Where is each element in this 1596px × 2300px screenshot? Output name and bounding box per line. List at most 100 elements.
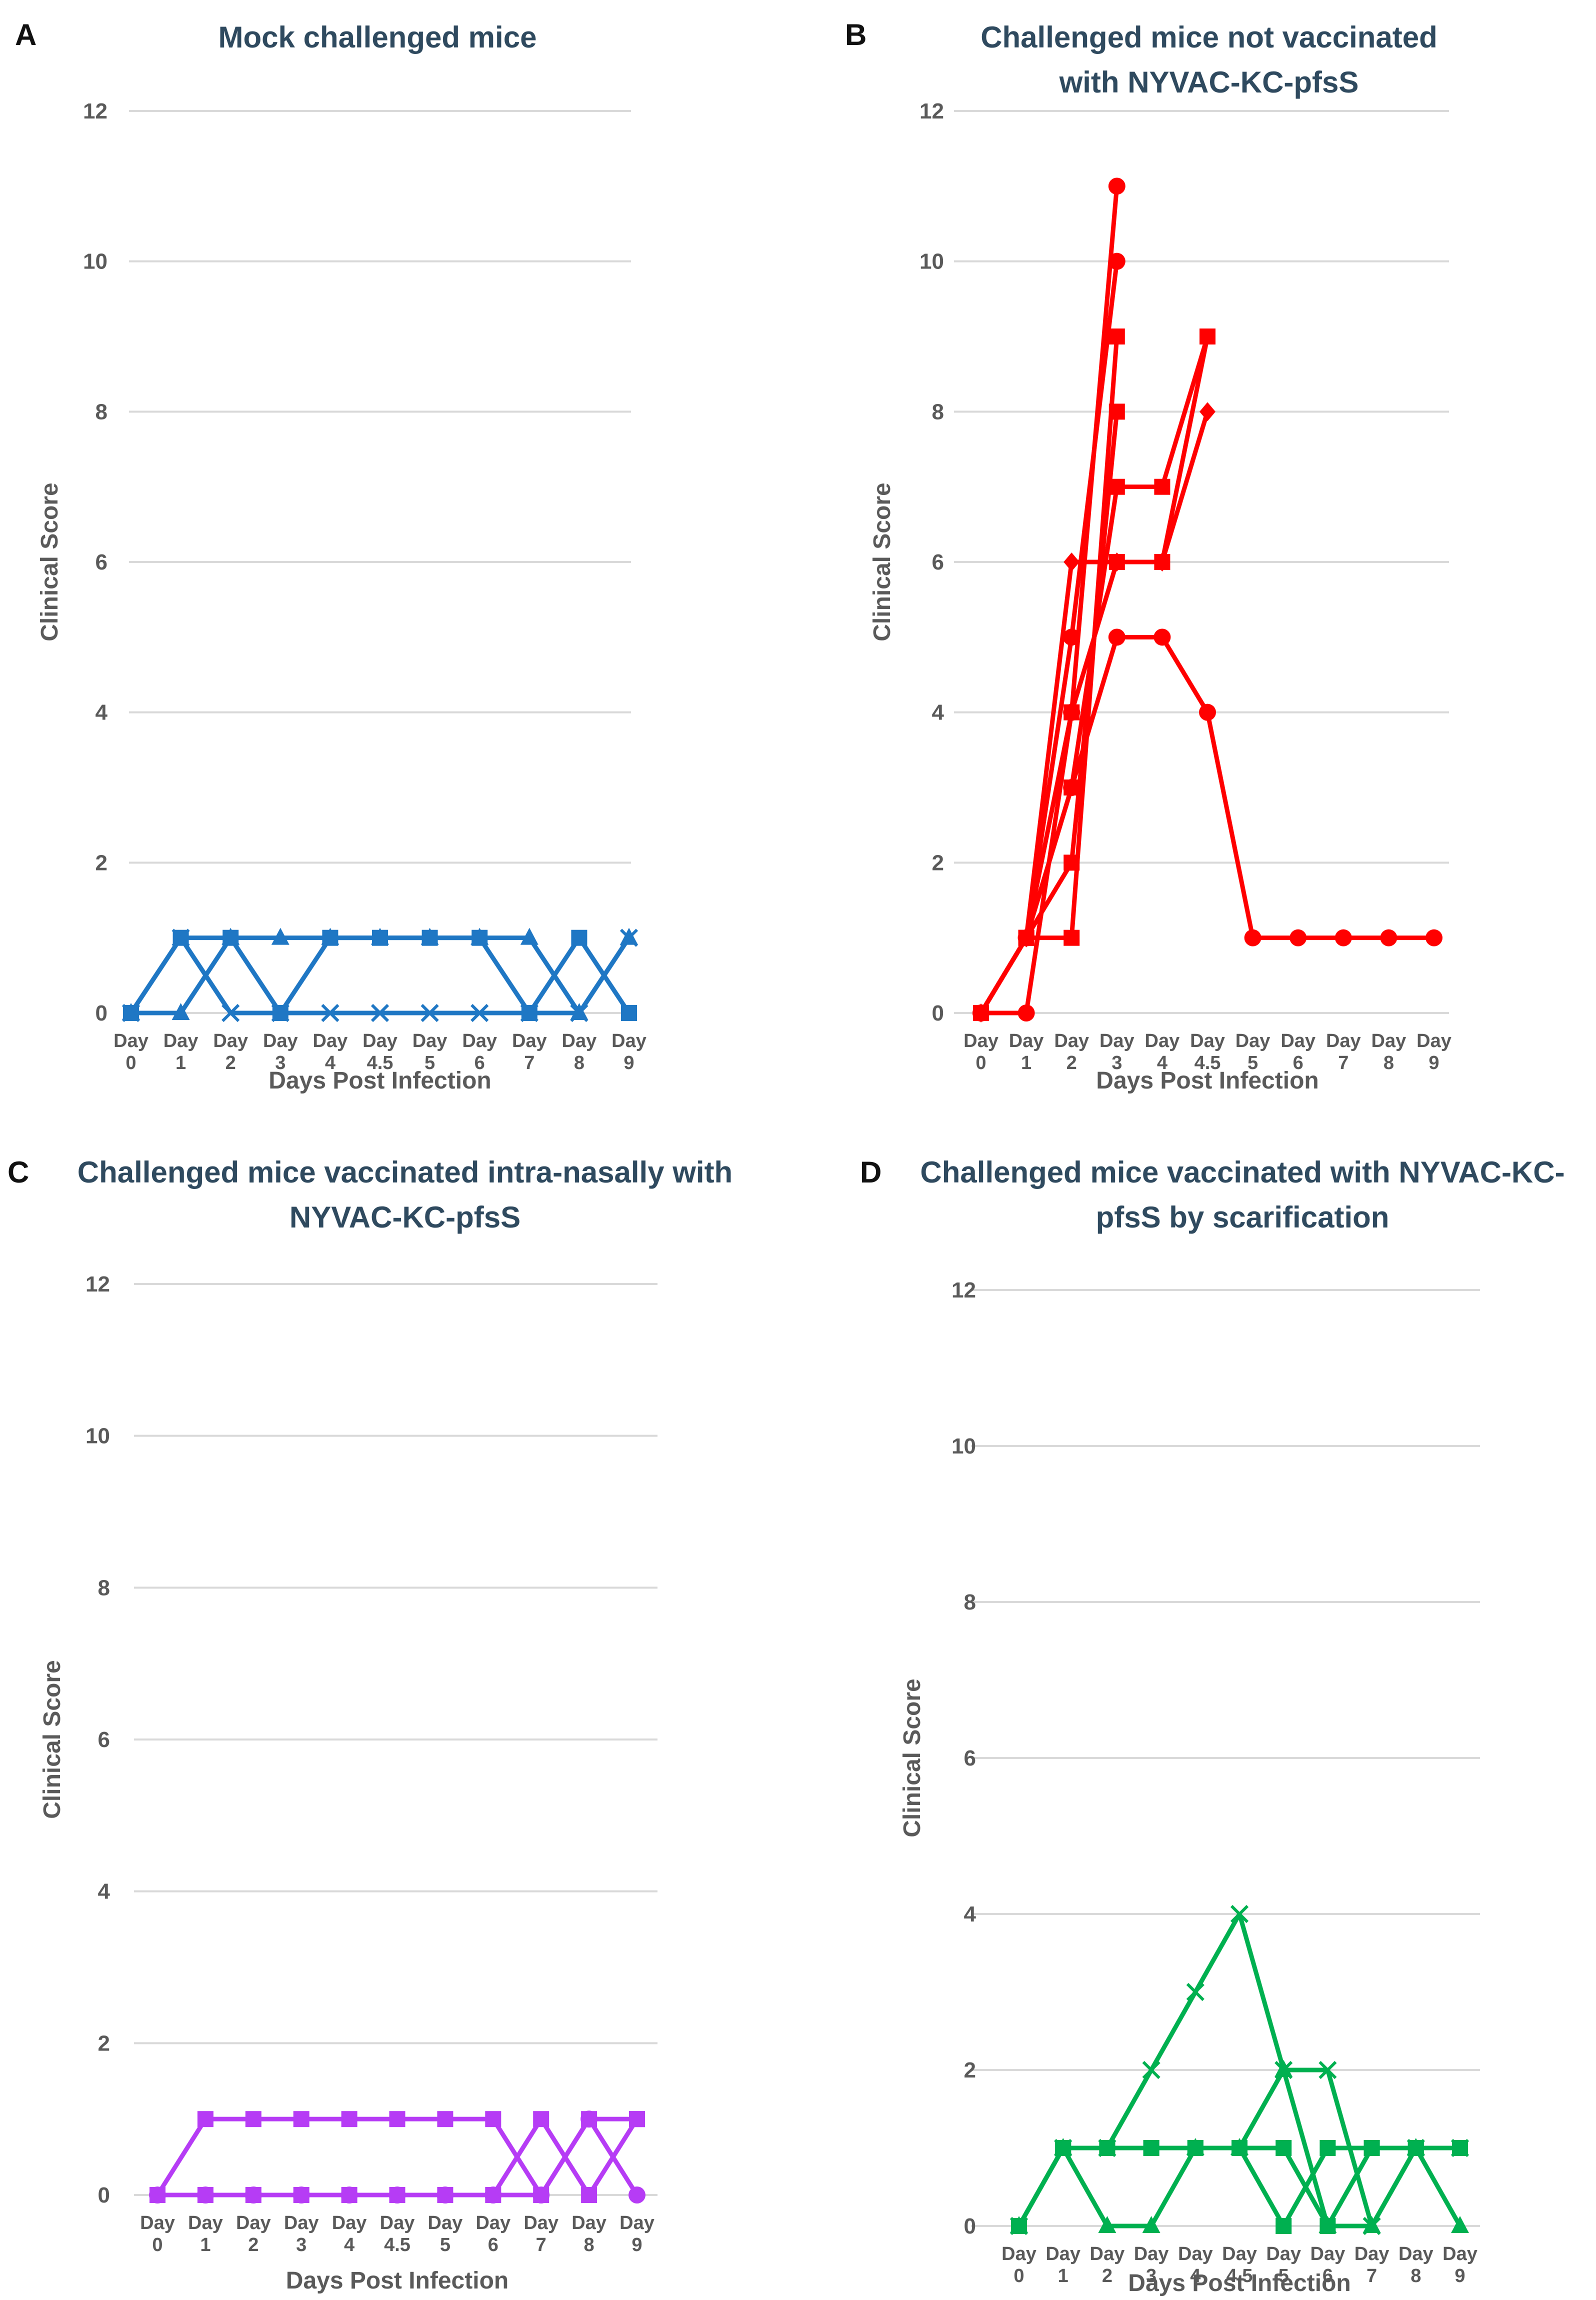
panel-a-x-tick-label: Day 7 bbox=[512, 1030, 547, 1074]
panel-c-x-tick-label: Day 4 bbox=[332, 2212, 367, 2256]
panel-c-x-tick-label: Day 6 bbox=[476, 2212, 510, 2256]
panel-c-data-point bbox=[245, 2111, 262, 2128]
panel-c-data-point bbox=[629, 2111, 645, 2128]
panel-c-series-line bbox=[155, 2116, 640, 2198]
panel-b-data-point bbox=[1380, 929, 1398, 946]
panel-d-x-tick-label: Day 9 bbox=[1442, 2244, 1478, 2286]
panel-c-data-point bbox=[293, 2111, 310, 2128]
panel-a-x-tick-label: Day 4.5 bbox=[362, 1030, 398, 1074]
panel-c-title-line: Challenged mice vaccinated intra-nasally… bbox=[78, 1156, 732, 1189]
panel-c-data-point bbox=[532, 2186, 550, 2204]
panel-a-x-tick-label: Day 6 bbox=[462, 1030, 497, 1074]
panel-d-y-tick-label: 2 bbox=[964, 2058, 976, 2082]
panel-a-x-tick-label: Day 4 bbox=[313, 1030, 348, 1074]
panel-b-data-point bbox=[1064, 552, 1080, 572]
panel-d-data-point bbox=[1451, 2216, 1469, 2233]
panel-d-data-point bbox=[1320, 2140, 1336, 2156]
panel-b-data-point bbox=[1200, 402, 1216, 422]
panel-d-x-axis-title: Days Post Infection bbox=[1128, 2270, 1350, 2296]
panel-c-y-tick-label: 12 bbox=[86, 1272, 110, 1296]
panel-d-y-tick-label: 4 bbox=[964, 1902, 976, 1926]
panel-a-y-tick-label: 2 bbox=[96, 850, 108, 875]
panel-d-y-tick-label: 8 bbox=[964, 1590, 976, 1614]
panel-d-data-point bbox=[1143, 2140, 1160, 2156]
panel-b-data-point bbox=[1064, 854, 1080, 871]
panel-c-data-point bbox=[437, 2111, 454, 2128]
panel-b-x-axis-title: Days Post Infection bbox=[1096, 1068, 1318, 1094]
panel-b-data-point bbox=[1108, 404, 1125, 420]
panel-c-data-point bbox=[533, 2111, 550, 2128]
panel-c-y-tick-label: 10 bbox=[86, 1424, 110, 1448]
panel-c-data-point bbox=[581, 2187, 598, 2203]
panel-b-data-point bbox=[1108, 628, 1126, 646]
panel-b-y-tick-label: 12 bbox=[920, 99, 944, 124]
panel-c-data-point bbox=[484, 2186, 502, 2204]
panel-a-data-point bbox=[570, 1004, 588, 1022]
panel-d-data-point bbox=[1274, 2060, 1293, 2077]
panel-b-y-axis-title: Clinical Score bbox=[869, 482, 896, 641]
panel-b-data-point bbox=[1108, 552, 1125, 572]
panel-b-data-point bbox=[1334, 929, 1352, 946]
panel-b-data-point bbox=[1064, 704, 1080, 720]
panel-a-data-point bbox=[371, 928, 389, 945]
panel-b-x-tick-label: Day 5 bbox=[1236, 1030, 1270, 1074]
panel-d-data-point bbox=[1276, 2140, 1292, 2156]
panel-c-letter: C bbox=[8, 1156, 29, 1189]
panel-a-data-point bbox=[321, 1004, 340, 1022]
panel-c-data-point bbox=[628, 2186, 646, 2204]
panel-c-x-tick-label: Day 1 bbox=[188, 2212, 223, 2256]
panel-a-y-tick-label: 0 bbox=[96, 1001, 108, 1026]
panel-d-y-tick-label: 0 bbox=[964, 2214, 976, 2238]
panel-b-y-tick-label: 2 bbox=[932, 850, 944, 875]
panel-b-x-tick-label: Day 4 bbox=[1145, 1030, 1180, 1074]
panel-b-x-tick-label: Day 2 bbox=[1054, 1030, 1089, 1074]
panel-a-x-tick-label: Day 9 bbox=[612, 1030, 646, 1074]
panel-b-series-2 bbox=[972, 252, 1126, 1022]
panel-d-title-line: Challenged mice vaccinated with NYVAC-KC… bbox=[920, 1156, 1564, 1189]
panel-d-data-point bbox=[1142, 2216, 1160, 2233]
panel-d-title-line: pfsS by scarification bbox=[1096, 1200, 1390, 1234]
panel-b-data-point bbox=[1108, 252, 1126, 270]
panel-b-data-point bbox=[1290, 929, 1307, 946]
panel-a-series-3 bbox=[122, 928, 638, 1022]
panel-b-data-point bbox=[1063, 628, 1080, 646]
panel-d-data-point bbox=[1408, 2140, 1424, 2156]
panel-c-x-tick-label: Day 5 bbox=[428, 2212, 463, 2256]
panel-c-x-tick-label: Day 8 bbox=[572, 2212, 606, 2256]
panel-d-data-point bbox=[1055, 2140, 1072, 2156]
panel-b-x-tick-label: Day 6 bbox=[1280, 1030, 1316, 1074]
panel-d-x-tick-label: Day 4.5 bbox=[1222, 2244, 1257, 2286]
panel-b-series-1 bbox=[972, 178, 1126, 1022]
panel-b-data-point bbox=[1200, 328, 1216, 344]
panel-a-y-tick-label: 8 bbox=[96, 400, 108, 424]
panel-d-x-tick-label: Day 1 bbox=[1046, 2244, 1080, 2286]
panel-c-title-line: NYVAC-KC-pfsS bbox=[290, 1200, 520, 1234]
panel-a-data-point bbox=[571, 930, 588, 946]
panel-a: A Mock challenged mice 0 2 4 6 8 10 12 Day 0 Day 1 Da… bbox=[15, 18, 646, 1094]
panel-d-y-tick-label: 10 bbox=[952, 1434, 976, 1458]
panel-a-x-tick-label: Day 5 bbox=[412, 1030, 448, 1074]
panel-a-series-2 bbox=[122, 928, 638, 1020]
panel-b-data-point bbox=[1154, 552, 1170, 572]
panel-c-data-point bbox=[436, 2186, 454, 2204]
panel-a-x-tick-label: Day 0 bbox=[114, 1030, 148, 1074]
panel-d-data-point bbox=[1098, 2216, 1116, 2233]
panel-a-data-point bbox=[470, 928, 489, 945]
panel-b-y-tick-label: 4 bbox=[932, 700, 944, 725]
panel-c-x-tick-label: Day 0 bbox=[140, 2212, 175, 2256]
panel-b-title-line: with NYVAC-KC-pfsS bbox=[1059, 66, 1359, 99]
panel-c-y-tick-label: 2 bbox=[98, 2031, 110, 2056]
panel-d: D Challenged mice vaccinated with NYVAC-K… bbox=[860, 1156, 1565, 2296]
panel-d-data-point bbox=[1452, 2140, 1468, 2156]
panel-c-data-point bbox=[196, 2186, 214, 2204]
panel-a-y-axis-title: Clinical Score bbox=[36, 482, 63, 641]
panel-d-data-point bbox=[1186, 1982, 1204, 2002]
panel-d-y-tick-label: 12 bbox=[952, 1278, 976, 1302]
panel-d-x-tick-label: Day 0 bbox=[1002, 2244, 1036, 2286]
panel-c-y-tick-label: 6 bbox=[98, 1728, 110, 1752]
panel-d-data-point bbox=[1318, 2060, 1337, 2080]
panel-b-data-point bbox=[1018, 929, 1035, 946]
panel-a-data-point bbox=[222, 928, 240, 945]
panel-b-x-tick-label: Day 7 bbox=[1326, 1030, 1361, 1074]
panel-b-x-tick-label: Day 3 bbox=[1100, 1030, 1134, 1074]
